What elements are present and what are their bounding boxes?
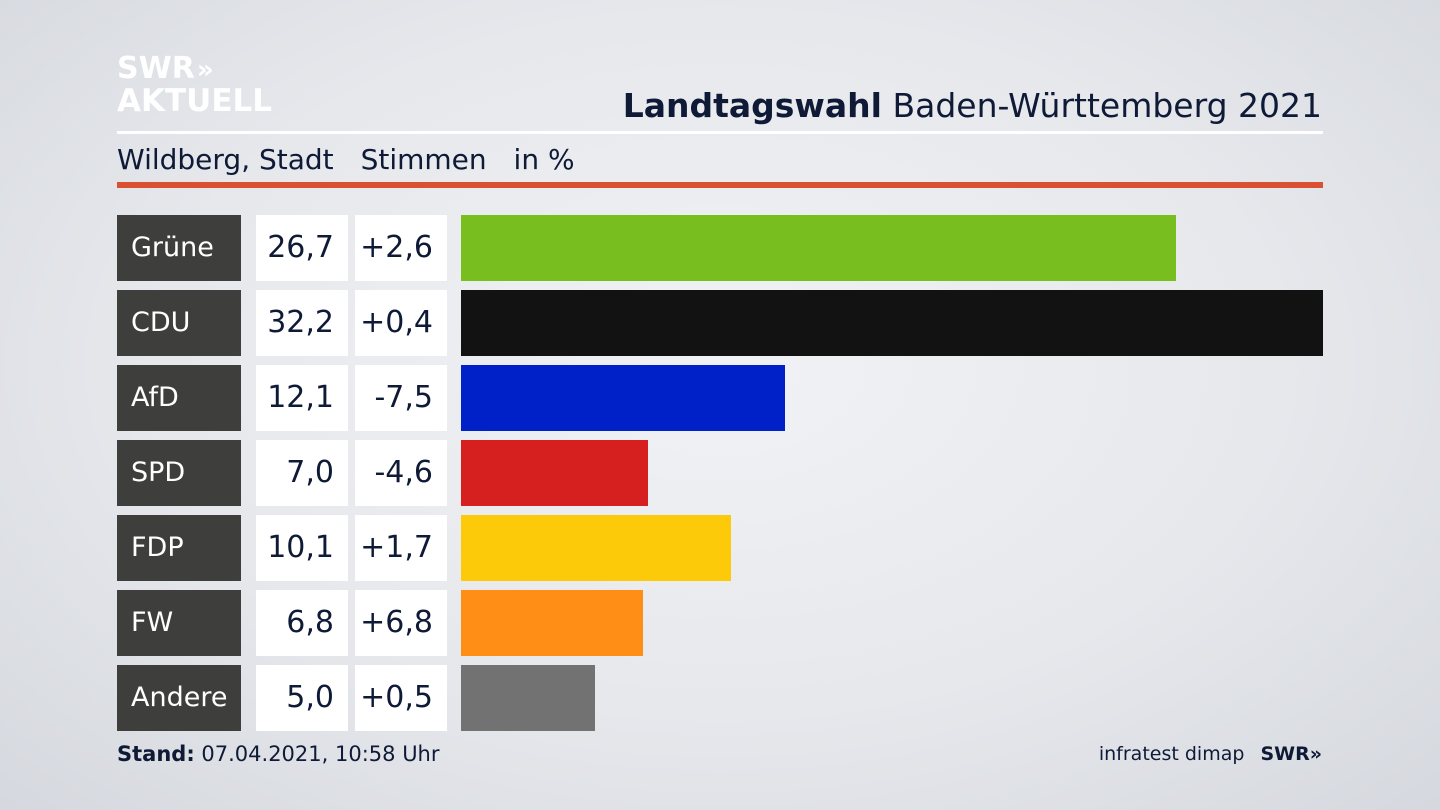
- subtitle-metric: Stimmen: [360, 143, 487, 176]
- accent-rule: [117, 182, 1323, 188]
- stand-label: Stand:: [117, 742, 195, 766]
- bar-row: SPD 7,0 -4,6: [117, 440, 1323, 506]
- bar: [461, 290, 1323, 356]
- vote-share-value: 10,1: [256, 515, 348, 581]
- source-credit: infratest dimap SWR»: [1099, 740, 1322, 768]
- bar: [461, 440, 648, 506]
- vote-share-value: 26,7: [256, 215, 348, 281]
- change-value: +1,7: [355, 515, 447, 581]
- stand-value: 07.04.2021, 10:58 Uhr: [201, 742, 440, 766]
- party-label: FW: [117, 590, 241, 656]
- bar-row: FW 6,8 +6,8: [117, 590, 1323, 656]
- subtitle-unit: in %: [513, 143, 575, 176]
- bar-row: CDU 32,2 +0,4: [117, 290, 1323, 356]
- party-label: Grüne: [117, 215, 241, 281]
- vote-share-value: 6,8: [256, 590, 348, 656]
- party-label: FDP: [117, 515, 241, 581]
- bar-row: FDP 10,1 +1,7: [117, 515, 1323, 581]
- subtitle-place: Wildberg, Stadt: [117, 143, 334, 176]
- change-value: +0,5: [355, 665, 447, 731]
- bar: [461, 665, 595, 731]
- change-value: +2,6: [355, 215, 447, 281]
- bar-row: Grüne 26,7 +2,6: [117, 215, 1323, 281]
- bar-row: AfD 12,1 -7,5: [117, 365, 1323, 431]
- vote-share-value: 12,1: [256, 365, 348, 431]
- change-value: +0,4: [355, 290, 447, 356]
- bar: [461, 515, 731, 581]
- timestamp: Stand: 07.04.2021, 10:58 Uhr: [117, 740, 440, 768]
- title-bold: Landtagswahl: [622, 86, 882, 125]
- vote-share-value: 32,2: [256, 290, 348, 356]
- vote-share-value: 7,0: [256, 440, 348, 506]
- party-label: AfD: [117, 365, 241, 431]
- source-label: infratest dimap: [1098, 743, 1245, 765]
- page-title: Landtagswahl Baden-Württemberg 2021: [623, 86, 1322, 126]
- subtitle: Wildberg, Stadt Stimmen in %: [117, 142, 593, 178]
- header-divider: [117, 131, 1323, 134]
- party-label: SPD: [117, 440, 241, 506]
- title-rest: Baden-Württemberg 2021: [892, 86, 1322, 125]
- vote-share-value: 5,0: [256, 665, 348, 731]
- party-label: Andere: [117, 665, 241, 731]
- bar: [461, 590, 643, 656]
- change-value: +6,8: [355, 590, 447, 656]
- bar-row: Andere 5,0 +0,5: [117, 665, 1323, 731]
- swr-aktuell-logo: SWR» AKTUELL: [117, 51, 273, 119]
- party-label: CDU: [117, 290, 241, 356]
- change-value: -4,6: [355, 440, 447, 506]
- bar: [461, 215, 1176, 281]
- bar: [461, 365, 785, 431]
- swr-brand: SWR»: [1260, 743, 1322, 765]
- change-value: -7,5: [355, 365, 447, 431]
